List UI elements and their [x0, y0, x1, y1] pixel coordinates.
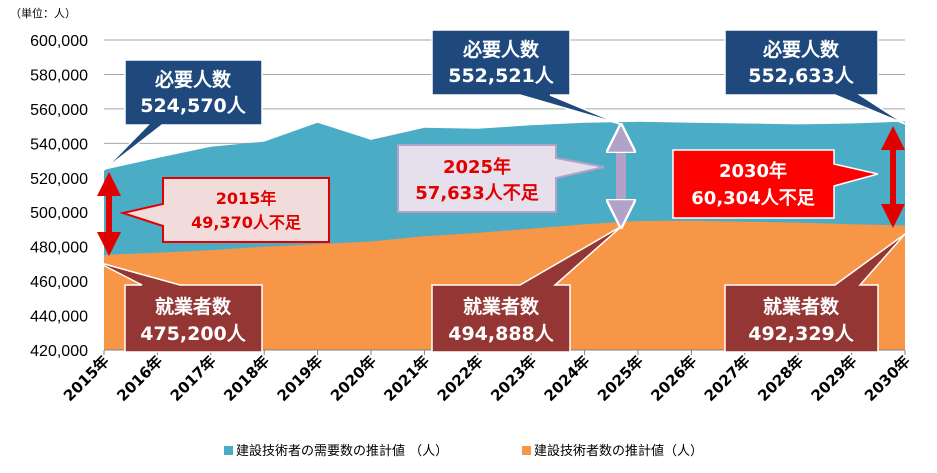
callout-gap-2030-line2: 60,304人不足	[691, 188, 814, 209]
x-axis-ticks: 2015年 2016年 2017年 2018年 2019年 2020年 2021年 2022年…	[60, 352, 914, 405]
x-tick-label: 2022年	[434, 352, 487, 405]
x-tick-label: 2029年	[808, 352, 861, 405]
callout-gap-2015: 2015年 49,370人不足	[119, 177, 330, 243]
y-tick-label: 500,000	[30, 205, 88, 222]
x-tick-label: 2019年	[274, 352, 327, 405]
y-axis-ticks: 420,000 440,000 460,000 480,000 500,000 520,0…	[30, 33, 88, 360]
x-tick-label: 2016年	[113, 352, 166, 405]
callout-demand-2025-line1: 必要人数	[462, 38, 540, 61]
legend-label-workers: 建設技術者数の推計値（人）	[534, 443, 703, 459]
callout-gap-2015-line2: 49,370人不足	[191, 213, 302, 232]
callout-workers-2015: 就業者数 475,200人	[96, 261, 263, 353]
callout-workers-2015-line2: 475,200人	[140, 323, 247, 345]
x-tick-label: 2023年	[487, 352, 540, 405]
x-tick-label: 2020年	[327, 352, 380, 405]
callout-gap-2025-line1: 2025年	[443, 156, 511, 178]
callout-demand-2030-line2: 552,633人	[748, 65, 855, 87]
callout-workers-2015-line1: 就業者数	[155, 295, 232, 318]
callout-demand-2025-line2: 552,521人	[448, 65, 555, 87]
callout-demand-2015-line1: 必要人数	[154, 68, 232, 91]
x-tick-label: 2025年	[594, 352, 647, 405]
x-tick-label: 2015年	[60, 352, 113, 405]
callout-workers-2030-line2: 492,329人	[748, 323, 855, 345]
callout-demand-2030: 必要人数 552,633人	[724, 29, 906, 125]
x-tick-label: 2027年	[701, 352, 754, 405]
callout-demand-2015: 必要人数 524,570人	[103, 59, 263, 171]
x-tick-label: 2028年	[754, 352, 807, 405]
callout-workers-2025-line2: 494,888人	[448, 323, 555, 345]
x-tick-label: 2021年	[380, 352, 433, 405]
y-tick-label: 420,000	[30, 343, 88, 360]
legend: 建設技術者の需要数の推計値 （人） 建設技術者数の推計値（人）	[224, 443, 703, 459]
callout-demand-2030-line1: 必要人数	[762, 38, 840, 61]
y-tick-label: 600,000	[30, 33, 88, 50]
y-tick-label: 460,000	[30, 274, 88, 291]
x-tick-label: 2018年	[220, 352, 273, 405]
y-tick-label: 540,000	[30, 136, 88, 153]
callout-workers-2030-line1: 就業者数	[763, 295, 840, 318]
callout-gap-2030: 2030年 60,304人不足	[672, 149, 879, 219]
legend-swatch-workers	[522, 446, 531, 455]
y-tick-label: 440,000	[30, 309, 88, 326]
callout-gap-2025-line2: 57,633人不足	[415, 183, 538, 204]
y-tick-label: 580,000	[30, 67, 88, 84]
x-tick-label: 2030年	[861, 352, 914, 405]
y-tick-label: 560,000	[30, 102, 88, 119]
y-tick-label: 480,000	[30, 240, 88, 257]
legend-swatch-demand	[224, 446, 233, 455]
unit-label: （単位：人）	[10, 6, 76, 20]
x-tick-label: 2024年	[541, 352, 594, 405]
x-tick-label: 2017年	[167, 352, 220, 405]
callout-demand-2025: 必要人数 552,521人	[431, 29, 621, 125]
callout-gap-2025: 2025年 57,633人不足	[397, 144, 605, 213]
callout-gap-2015-line1: 2015年	[216, 189, 277, 208]
legend-label-demand: 建設技術者の需要数の推計値 （人）	[236, 443, 448, 459]
callout-gap-2030-line1: 2030年	[719, 160, 787, 182]
callout-demand-2015-line2: 524,570人	[140, 95, 247, 117]
callout-workers-2025: 就業者数 494,888人	[431, 225, 623, 353]
callout-workers-2030: 就業者数 492,329人	[724, 233, 906, 353]
callout-workers-2025-line1: 就業者数	[463, 295, 540, 318]
x-tick-label: 2026年	[647, 352, 700, 405]
y-tick-label: 520,000	[30, 171, 88, 188]
